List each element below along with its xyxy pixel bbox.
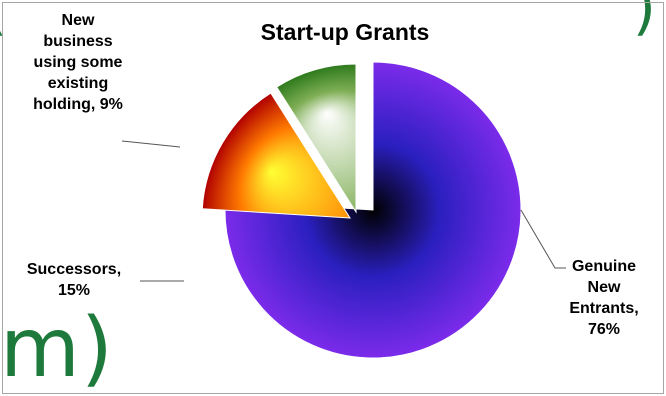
backdrop-left-paren: ( xyxy=(0,0,7,38)
pie-slice-genuine-new-entrants xyxy=(224,61,522,359)
slice-label-line: New xyxy=(588,279,621,296)
slice-label-line: using some xyxy=(34,54,123,71)
slices-group xyxy=(201,61,522,359)
slice-label-line: Genuine xyxy=(572,258,636,275)
leader-line xyxy=(121,140,181,148)
labels-group: Genuine New Entrants, 76% Successors, 15% New b… xyxy=(27,12,639,338)
slice-label-line: 76% xyxy=(588,321,620,338)
leader-line xyxy=(520,209,566,269)
slice-label-line: Entrants, xyxy=(569,300,638,317)
pie-slice-new-business-using-some-existing-holding xyxy=(276,63,357,214)
pie-slice-successors xyxy=(201,92,351,219)
leader-lines-group xyxy=(121,140,566,282)
slice-label-line: New xyxy=(62,12,95,29)
chart-title: Start-up Grants xyxy=(261,19,430,45)
slice-label-line: business xyxy=(43,33,112,50)
slice-label-line: holding, 9% xyxy=(33,96,123,113)
slice-label: Genuine New Entrants, 76% xyxy=(569,258,638,338)
slice-label-line: 15% xyxy=(58,282,90,299)
backdrop-right-paren: ) xyxy=(632,0,656,43)
backdrop-bottom-text: m) xyxy=(0,301,114,396)
slice-label-line: existing xyxy=(48,75,108,92)
slice-label: New business using some existing holding, 9% xyxy=(33,12,123,113)
slice-label: Successors, 15% xyxy=(27,261,121,299)
slice-label-line: Successors, xyxy=(27,261,121,278)
